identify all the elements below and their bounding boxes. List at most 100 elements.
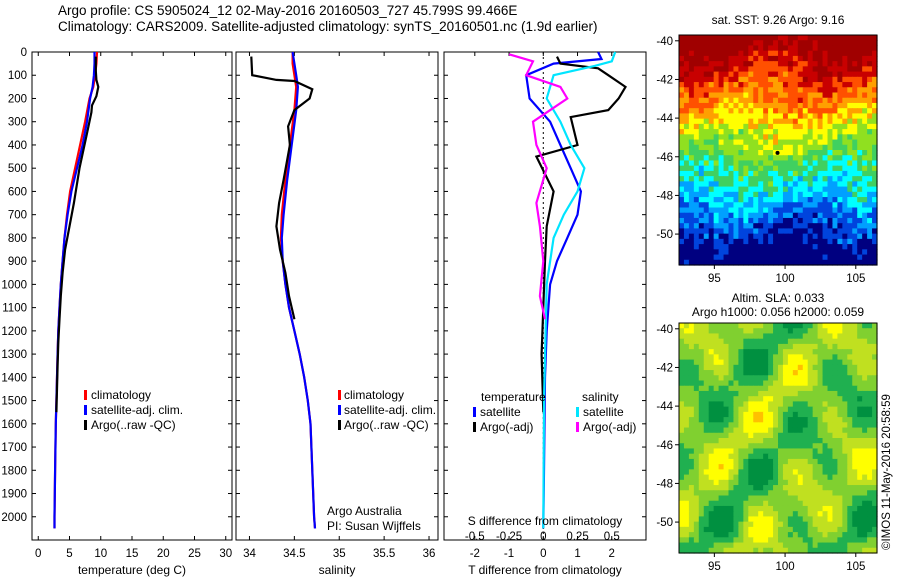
map-cell [807, 364, 814, 371]
map-cell [733, 165, 739, 172]
map-cell [693, 343, 700, 350]
map-cell [832, 370, 838, 376]
map-cell [822, 87, 829, 94]
map-cell [768, 427, 774, 434]
map-cell [718, 370, 725, 376]
map-cell [693, 547, 700, 554]
map-cell [797, 333, 804, 340]
map-cell [817, 61, 824, 67]
map-cell [688, 71, 695, 78]
map-cell [748, 150, 754, 156]
map-cell [867, 108, 873, 115]
map-cell [827, 233, 834, 240]
map-cell [792, 485, 799, 491]
map-cell [837, 197, 843, 203]
map-cell [842, 249, 848, 256]
map-cell [782, 453, 789, 460]
map-cell [748, 87, 754, 94]
map-cell [679, 170, 685, 177]
map-cell [867, 50, 873, 57]
map-cell [792, 160, 799, 167]
map-cell [768, 61, 774, 67]
map-cell [842, 443, 848, 450]
map-cell [817, 453, 824, 460]
map-cell [753, 521, 759, 528]
map-cell [738, 108, 744, 115]
legend-label: Argo(..raw -QC) [344, 418, 429, 432]
map-cell [812, 490, 819, 497]
map-cell [827, 160, 834, 167]
map-cell [872, 396, 878, 403]
map-cell [857, 385, 863, 392]
map-cell [713, 385, 720, 392]
map-cell [857, 170, 863, 177]
map-cell [787, 479, 794, 486]
map-cell [773, 370, 779, 376]
map-cell [862, 542, 868, 549]
map-cell [708, 191, 715, 198]
map-cell [768, 259, 774, 266]
map-cell [763, 97, 769, 104]
map-cell [679, 542, 685, 549]
map-cell [693, 323, 700, 329]
map-cell [812, 526, 819, 533]
map-cell [797, 469, 804, 476]
map-cell [827, 417, 834, 423]
map-cell [778, 176, 784, 182]
map-cell [679, 323, 685, 329]
map-cell [773, 542, 779, 549]
map-cell [703, 176, 710, 182]
map-cell [837, 370, 843, 376]
map-cell [718, 217, 725, 224]
map-cell [832, 197, 838, 203]
map-cell [683, 323, 690, 329]
map-cell [787, 97, 794, 104]
map-cell [718, 108, 725, 115]
map-cell [812, 217, 819, 224]
map-cell [782, 532, 789, 538]
map-cell [792, 186, 799, 193]
map-cell [713, 202, 720, 209]
map-cell [817, 364, 824, 371]
map-cell [822, 102, 829, 109]
map-cell [807, 526, 814, 533]
map-cell [832, 328, 838, 335]
map-cell [787, 191, 794, 198]
map-cell [802, 453, 809, 460]
map-cell [852, 82, 858, 88]
map-cell [748, 233, 754, 240]
map-cell [698, 359, 705, 366]
map-cell [812, 165, 819, 172]
map-cell [748, 202, 754, 209]
map-cell [703, 191, 710, 198]
map-cell [797, 202, 804, 209]
map-cell [763, 547, 769, 554]
map-cell [688, 370, 695, 376]
map-cell [753, 155, 759, 162]
map-cell [713, 144, 720, 151]
map-cell [723, 139, 730, 146]
map-cell [857, 249, 863, 256]
map-cell [832, 516, 838, 523]
map-cell [763, 375, 769, 382]
map-cell [753, 170, 759, 177]
map-cell [872, 448, 878, 455]
map-cell [807, 223, 814, 230]
map-cell [812, 160, 819, 167]
map-cell [738, 521, 744, 528]
map-cell [733, 66, 739, 73]
map-cell [703, 458, 710, 465]
map-cell [837, 181, 843, 188]
map-cell [728, 380, 735, 387]
map-cell [842, 474, 848, 481]
map-cell [753, 500, 759, 507]
map-cell [872, 202, 878, 209]
map-cell [713, 55, 720, 62]
map-cell [782, 432, 789, 439]
map-cell [698, 254, 705, 261]
map-cell [773, 61, 779, 67]
map-cell [782, 50, 789, 57]
map-cell [708, 474, 715, 481]
map-cell [743, 338, 749, 345]
map-cell [693, 55, 700, 62]
